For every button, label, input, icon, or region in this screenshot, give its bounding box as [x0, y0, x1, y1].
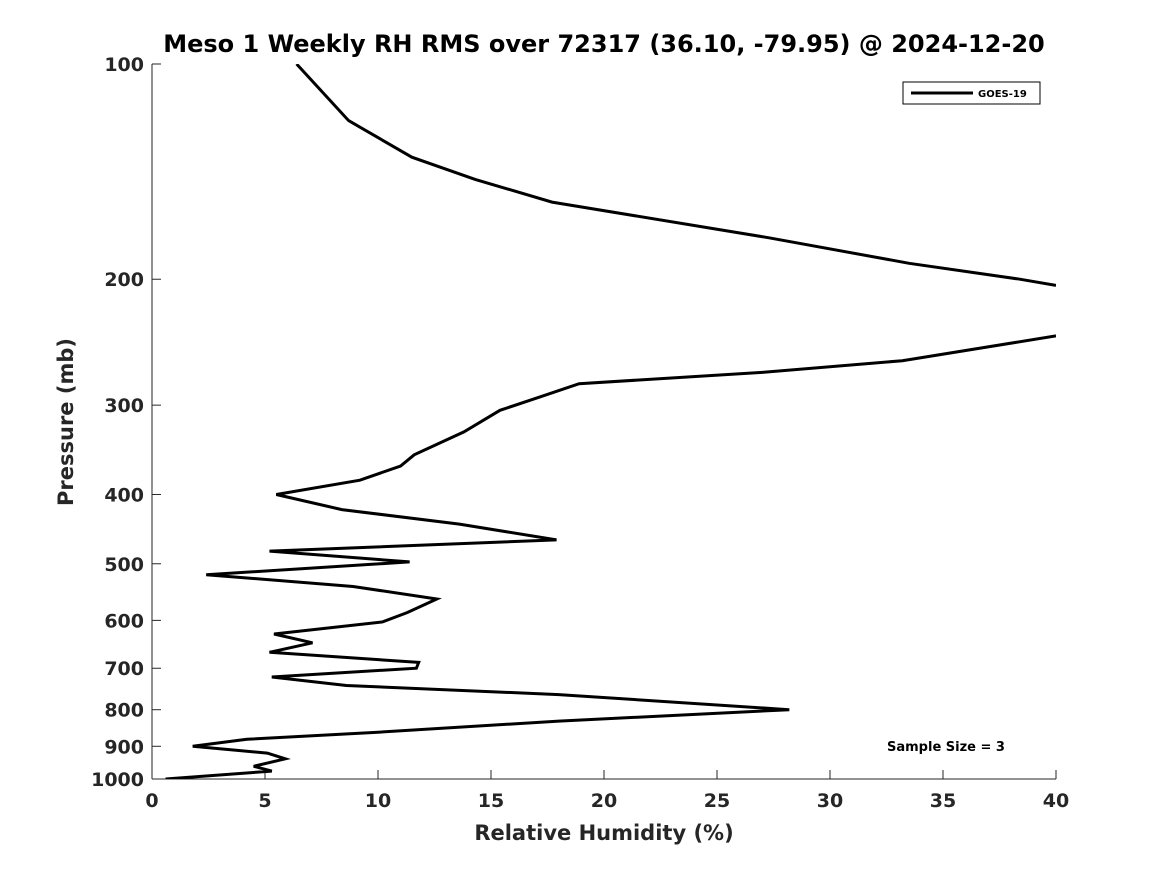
y-tick-label: 100 — [104, 54, 144, 76]
y-tick-label: 400 — [104, 484, 144, 506]
x-axis-label: Relative Humidity (%) — [474, 821, 733, 845]
plot-area: 0 5 10 15 20 25 30 35 40 100 200 300 400 500 600 700 800… — [91, 54, 1069, 812]
sample-size-annotation: Sample Size = 3 — [887, 740, 1005, 755]
y-tick-label: 1000 — [91, 769, 144, 791]
y-tick-label: 700 — [104, 658, 144, 680]
legend-label: GOES-19 — [978, 89, 1027, 100]
y-tick-label: 600 — [104, 610, 144, 632]
x-tick-label: 40 — [1043, 790, 1069, 812]
x-tick-label: 0 — [145, 790, 158, 812]
y-tick-label: 500 — [104, 554, 144, 576]
x-tick-label: 20 — [591, 790, 617, 812]
x-tick-label: 5 — [258, 790, 271, 812]
series-line-goes-19-2 — [295, 64, 1056, 287]
x-tick-label: 25 — [704, 790, 730, 812]
x-tick-label: 35 — [930, 790, 956, 812]
y-tick-label: 900 — [104, 736, 144, 758]
y-tick-label: 800 — [104, 700, 144, 722]
x-tick-label: 30 — [817, 790, 843, 812]
x-tick-label: 10 — [365, 790, 391, 812]
series-line-goes-19-1 — [165, 334, 1056, 779]
x-tick-label: 15 — [478, 790, 504, 812]
chart-title: Meso 1 Weekly RH RMS over 72317 (36.10, … — [163, 30, 1045, 58]
y-axis-label: Pressure (mb) — [54, 338, 78, 506]
y-tick-label: 200 — [104, 269, 144, 291]
legend: GOES-19 — [902, 81, 1041, 105]
y-tick-label: 300 — [104, 395, 144, 417]
